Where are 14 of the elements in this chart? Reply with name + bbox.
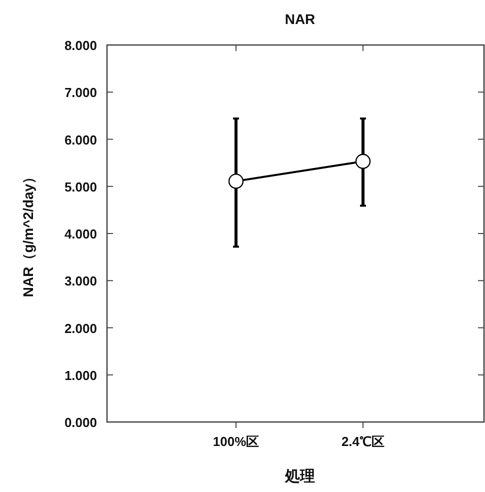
y-tick-label: 4.000 (64, 226, 97, 242)
y-tick-label: 3.000 (64, 274, 97, 289)
y-tick-label: 2.000 (64, 320, 97, 336)
chart-title: NAR (284, 11, 316, 27)
y-tick-label: 6.000 (64, 132, 97, 148)
y-tick-label: 0.000 (64, 415, 97, 430)
y-tick-label: 5.000 (64, 179, 97, 194)
y-tick-label: 7.000 (64, 85, 97, 100)
x-tick-label: 100%区 (212, 434, 260, 449)
x-tick-label: 2.4℃区 (341, 434, 385, 449)
y-axis-title: NAR（g/m^2/day） (20, 170, 36, 298)
y-tick-label: 8.000 (64, 38, 97, 53)
x-axis-title: 処理 (284, 468, 315, 485)
y-tick-label: 1.000 (64, 368, 97, 383)
